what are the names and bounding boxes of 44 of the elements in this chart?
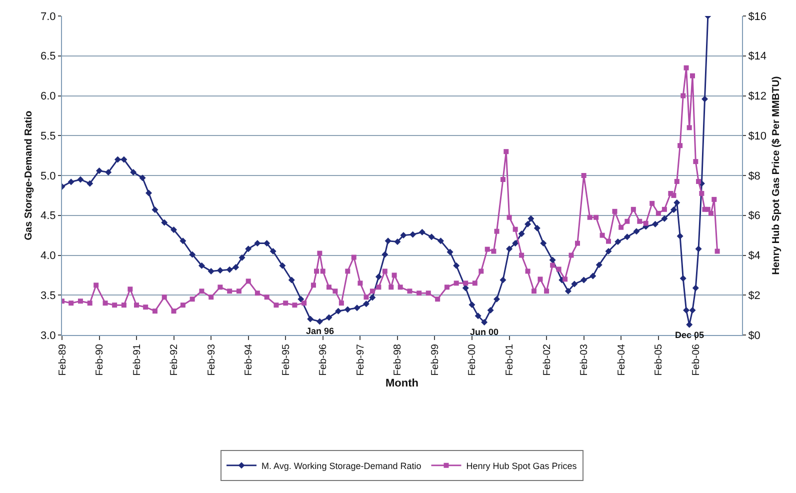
x-tick-label: Feb-97 — [355, 344, 366, 376]
legend-label: M. Avg. Working Storage-Demand Ratio — [262, 460, 422, 471]
y2-tick-label: $0 — [748, 330, 760, 342]
y-tick-label: 5.0 — [40, 170, 56, 182]
x-tick-label: Feb-06 — [690, 344, 702, 376]
y-tick-label: 6.0 — [40, 90, 56, 103]
y-axis-title: Gas Storage-Demand Ratio — [24, 110, 35, 240]
annotation: Jun 00 — [470, 327, 499, 337]
x-tick-label: Feb-94 — [244, 344, 255, 376]
y2-tick-label: $2 — [748, 290, 760, 302]
y-tick-label: 6.5 — [40, 50, 56, 63]
y2-tick-label: $4 — [748, 250, 760, 262]
x-tick-label: Feb-99 — [430, 344, 441, 376]
y-tick-label: 3.5 — [40, 290, 56, 302]
x-tick-label: Feb-91 — [132, 344, 143, 376]
y2-tick-label: $6 — [748, 210, 760, 222]
y-tick-label: 4.0 — [40, 250, 56, 262]
y2-tick-label: $8 — [748, 170, 760, 182]
x-axis-title: Month — [386, 378, 419, 390]
y2-axis-title: Henry Hub Spot Gas Price ($ Per MMBTU) — [771, 76, 782, 275]
x-tick-label: Feb-89 — [57, 344, 68, 376]
x-tick-label: Feb-96 — [318, 344, 330, 376]
y-tick-label: 4.5 — [40, 210, 56, 222]
x-tick-label: Feb-92 — [169, 344, 180, 376]
x-tick-label: Feb-93 — [206, 344, 218, 376]
annotation: Dec 05 — [675, 330, 704, 340]
y2-tick-label: $12 — [748, 90, 767, 103]
y2-tick-label: $14 — [748, 50, 767, 63]
y-tick-label: 3.0 — [40, 330, 56, 342]
y-tick-label: 5.5 — [40, 130, 56, 142]
y-tick-label: 7.0 — [40, 10, 56, 23]
legend-label: Henry Hub Spot Gas Prices — [466, 460, 578, 471]
x-tick-label: Feb-98 — [392, 344, 404, 376]
x-tick-label: Feb-01 — [504, 344, 516, 376]
x-tick-label: Feb-00 — [467, 344, 478, 376]
x-tick-label: Feb-03 — [579, 344, 590, 376]
x-tick-label: Feb-02 — [542, 344, 553, 376]
y2-tick-label: $10 — [748, 130, 767, 142]
x-tick-label: Feb-95 — [280, 344, 292, 376]
x-tick-label: Feb-04 — [616, 344, 628, 376]
annotation: Jan 96 — [306, 326, 334, 336]
x-tick-label: Feb-90 — [94, 344, 106, 376]
x-tick-label: Feb-05 — [654, 344, 665, 376]
y2-tick-label: $16 — [748, 10, 767, 23]
